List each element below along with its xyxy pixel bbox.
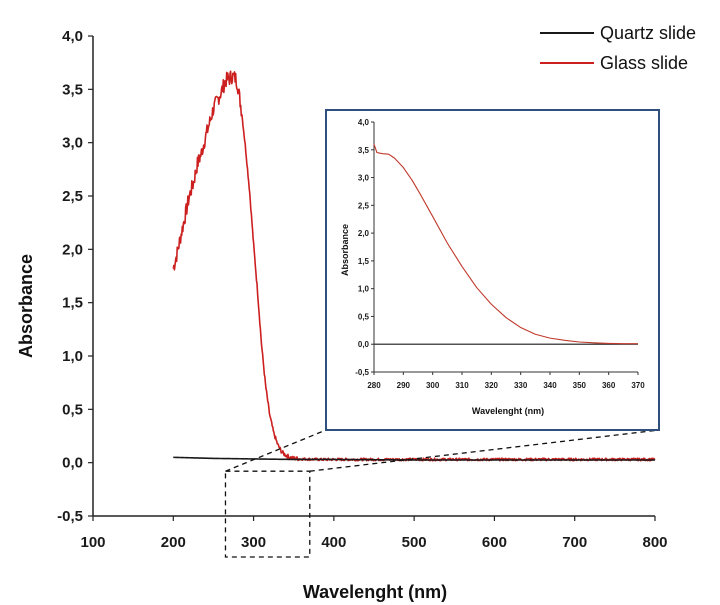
inset-series-line-glass-slide <box>373 144 638 345</box>
main-y-tick-label: -0,5 <box>57 508 83 525</box>
inset-x-tick-label: 340 <box>543 381 557 390</box>
inset-y-tick-label: 1,5 <box>358 257 370 266</box>
zoom-connector-right <box>309 429 660 472</box>
main-x-tick-label: 200 <box>161 534 186 551</box>
main-y-tick-label: 2,5 <box>62 188 83 205</box>
main-y-tick-label: 1,0 <box>62 348 83 365</box>
inset-zoom-chart: 280 290 300 310 320 330 340 350 360 370 -0,5 0,0 0,5… <box>325 109 660 431</box>
main-axes: 100 200 300 400 500 600 700 800 -0,5 0,0 0,5 1,0 1,5… <box>57 28 667 551</box>
zoom-region-indicator <box>224 429 660 558</box>
inset-x-axis-title: Wavelenght (nm) <box>472 406 544 416</box>
main-series <box>172 70 656 462</box>
inset-x-tick-label: 290 <box>397 381 411 390</box>
inset-x-tick-label: 320 <box>485 381 499 390</box>
inset-series <box>373 144 638 345</box>
main-x-tick-label: 100 <box>80 534 105 551</box>
inset-x-tick-label: 330 <box>514 381 528 390</box>
main-x-tick-label: 600 <box>482 534 507 551</box>
inset-y-tick-label: 4,0 <box>358 118 370 127</box>
inset-y-tick-label: 1,0 <box>358 285 370 294</box>
inset-x-tick-label: 370 <box>631 381 645 390</box>
inset-y-tick-label: 0,0 <box>358 340 370 349</box>
inset-y-axis-title: Absorbance <box>340 224 350 276</box>
inset-frame <box>325 109 660 431</box>
inset-x-tick-label: 350 <box>573 381 587 390</box>
main-y-tick-label: 0,5 <box>62 401 83 418</box>
zoom-connector-left <box>225 429 327 472</box>
inset-axes: 280 290 300 310 320 330 340 350 360 370 -0,5 0,0 0,5… <box>355 118 645 390</box>
main-y-axis-title: Absorbance <box>16 254 36 358</box>
inset-x-tick-label: 310 <box>455 381 469 390</box>
main-x-tick-label: 300 <box>241 534 266 551</box>
inset-x-tick-label: 300 <box>426 381 440 390</box>
main-x-tick-label: 500 <box>402 534 427 551</box>
main-series-line-quartz-slide <box>173 456 655 461</box>
main-y-tick-label: 2,0 <box>62 241 83 258</box>
main-x-tick-label: 800 <box>642 534 667 551</box>
legend: Quartz slide Glass slide <box>540 23 696 73</box>
inset-x-tick-label: 360 <box>602 381 616 390</box>
main-y-tick-label: 1,5 <box>62 295 83 312</box>
inset-y-tick-label: 2,5 <box>358 201 370 210</box>
inset-x-tick-label: 280 <box>367 381 381 390</box>
main-x-axis-title: Wavelenght (nm) <box>303 582 447 602</box>
inset-y-tick-label: 0,5 <box>358 312 370 321</box>
main-y-tick-label: 0,0 <box>62 455 83 472</box>
main-x-tick-label: 400 <box>321 534 346 551</box>
main-y-tick-label: 4,0 <box>62 28 83 45</box>
zoom-rectangle <box>224 470 311 558</box>
inset-y-tick-label: 2,0 <box>358 229 370 238</box>
inset-y-tick-label: 3,0 <box>358 174 370 183</box>
legend-label-quartz: Quartz slide <box>600 23 696 43</box>
main-x-tick-label: 700 <box>562 534 587 551</box>
inset-y-tick-label: -0,5 <box>355 368 369 377</box>
inset-y-tick-label: 3,5 <box>358 146 370 155</box>
main-y-tick-label: 3,0 <box>62 135 83 152</box>
main-y-tick-label: 3,5 <box>62 81 83 98</box>
legend-label-glass: Glass slide <box>600 53 688 73</box>
